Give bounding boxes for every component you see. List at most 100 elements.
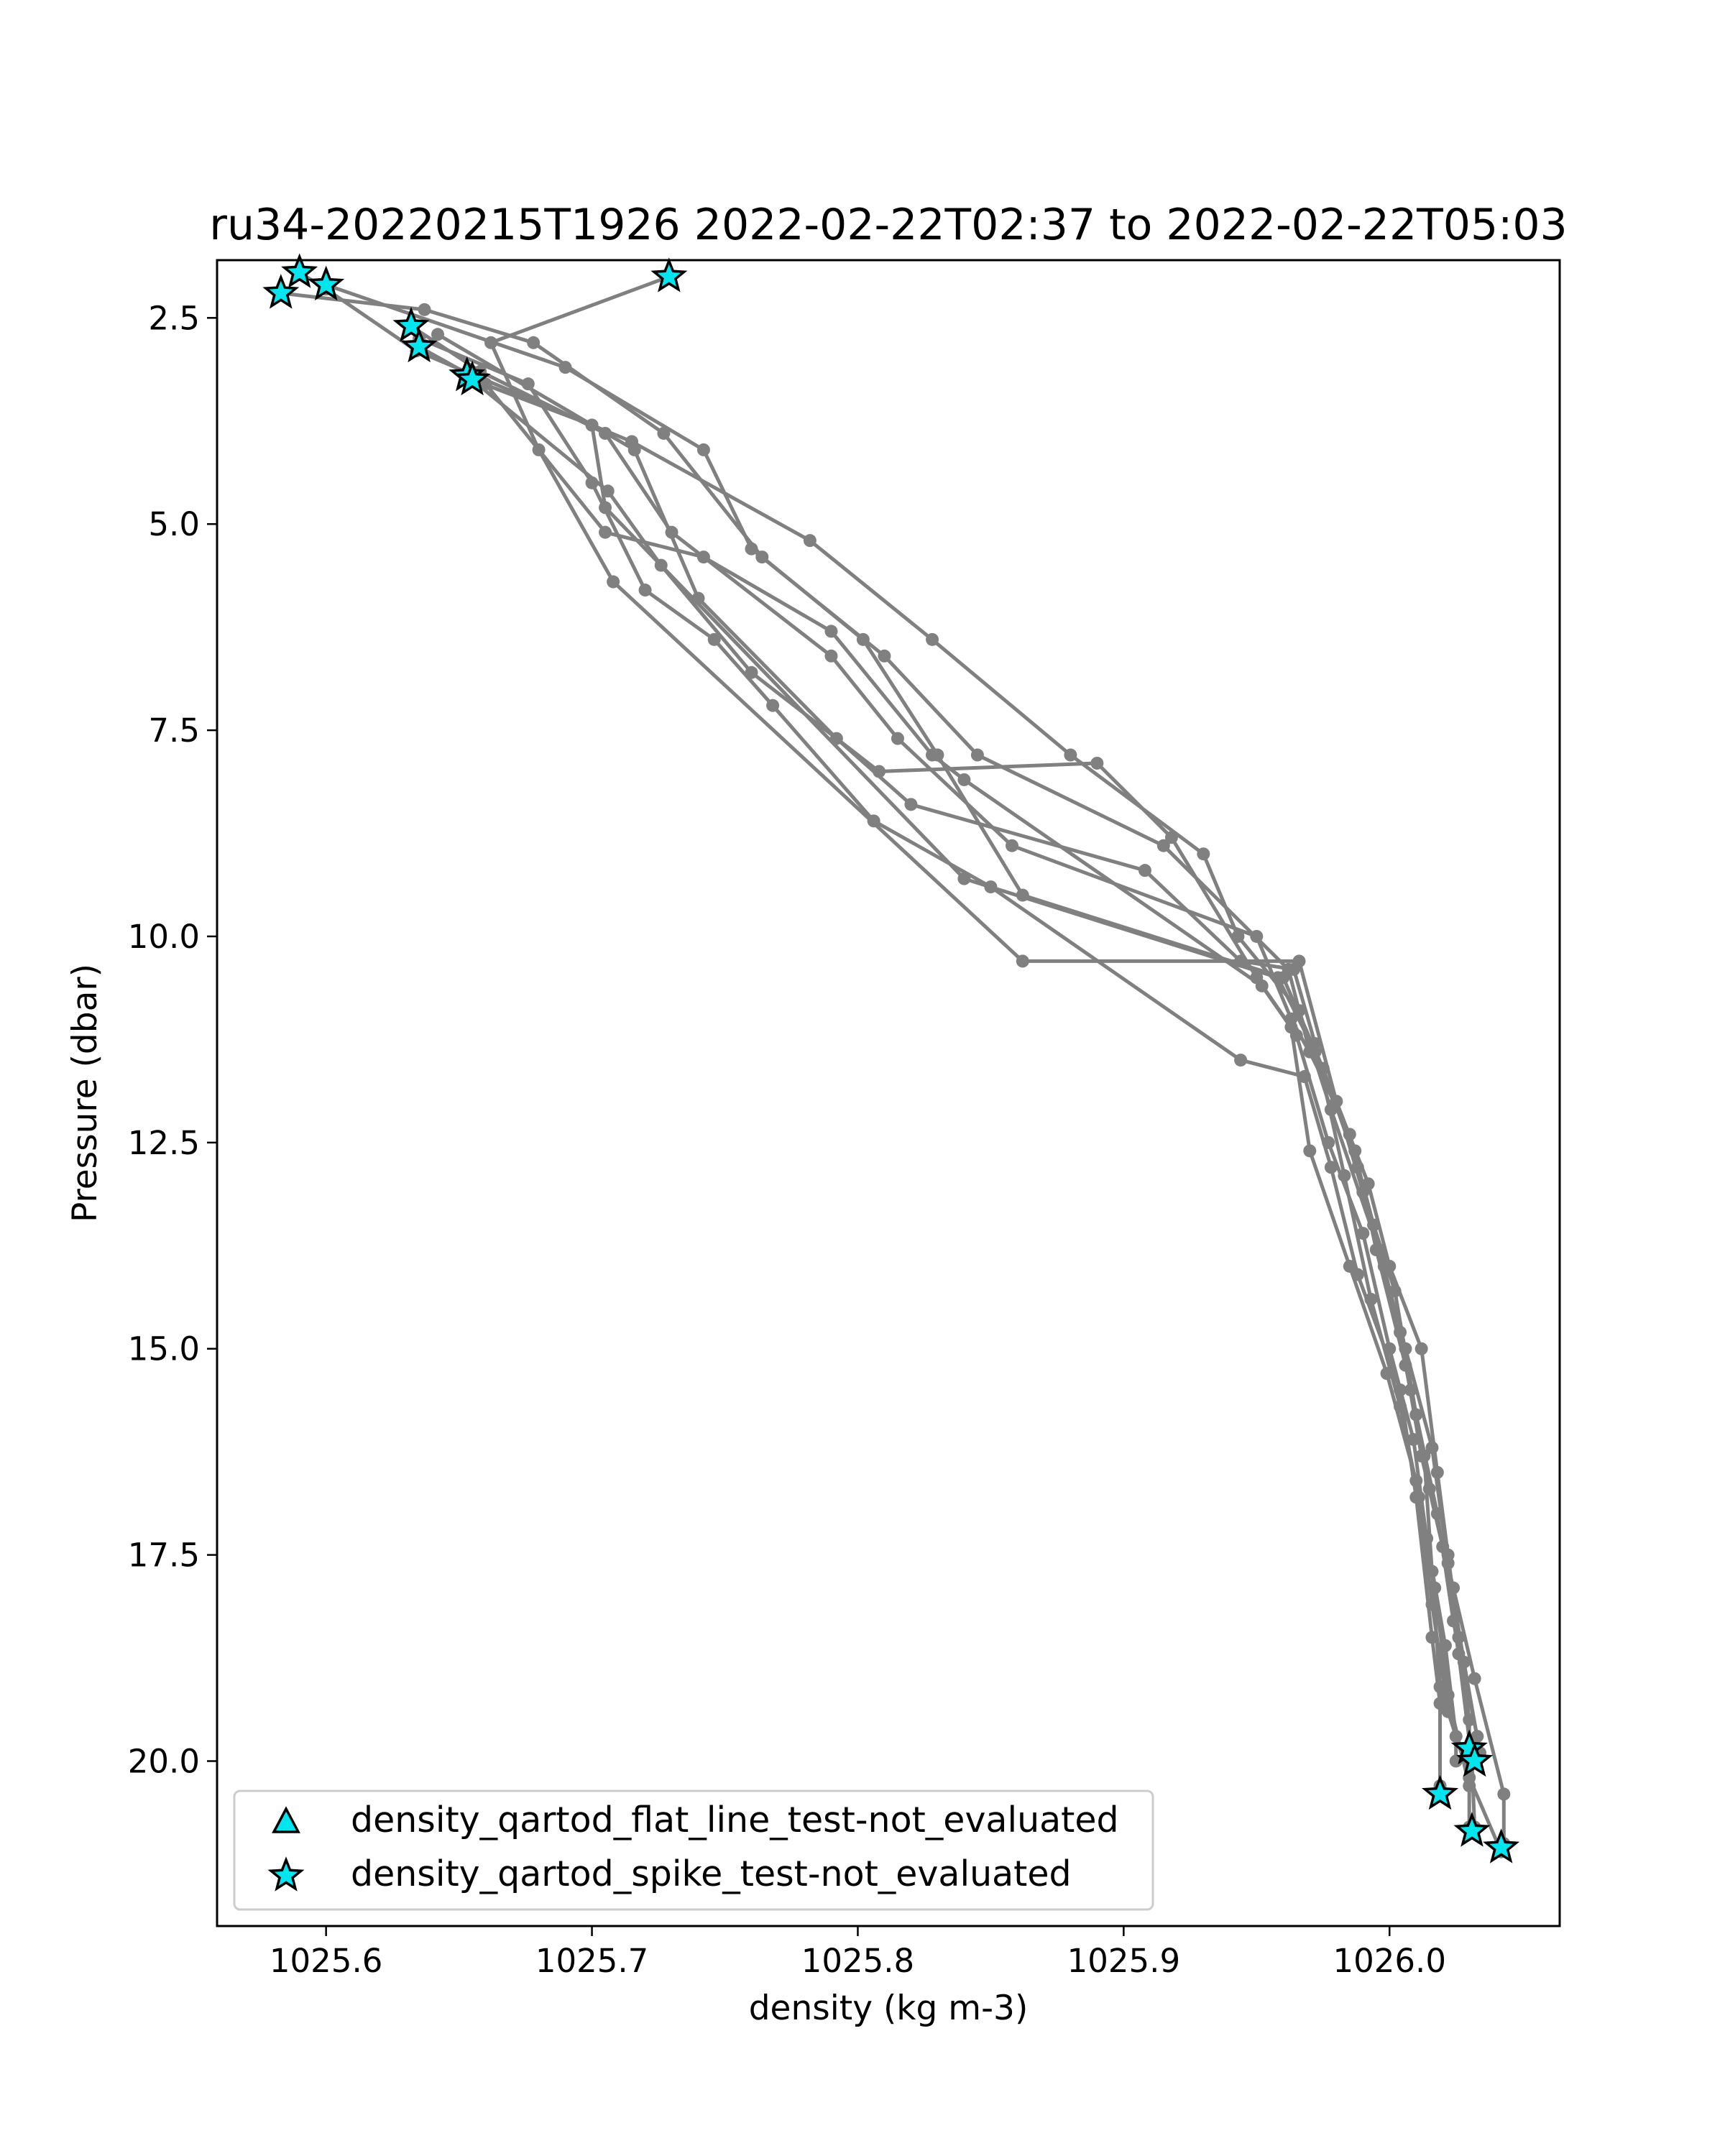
spike-test-flag-star (262, 274, 300, 309)
profile-point (1425, 1631, 1439, 1644)
x-tick-label: 1026.0 (1333, 1942, 1446, 1980)
y-tick-label: 10.0 (128, 918, 200, 956)
profile-5 (405, 319, 1484, 1760)
profile-point (904, 798, 918, 811)
y-tick-label: 7.5 (148, 711, 200, 750)
legend: density_qartod_flat_line_test-not_evalua… (233, 1789, 1154, 1911)
profile-point (627, 443, 641, 456)
profile-4 (319, 278, 1481, 1834)
spike-test-flag-star (1483, 1828, 1520, 1864)
profile-point (1425, 1441, 1439, 1455)
profile-point (766, 699, 780, 712)
profile-point (1303, 1144, 1317, 1158)
legend-entry-flat-line: density_qartod_flat_line_test-not_evalua… (351, 1800, 1119, 1841)
profile-point (891, 732, 904, 745)
profile-line-8 (466, 374, 1471, 1828)
profile-point (707, 632, 721, 646)
profile-point (970, 748, 984, 762)
axes-frame (216, 259, 1561, 1927)
y-axis: 2.5 5.0 7.5 10.0 12.5 15.0 17.5 20.0 (128, 299, 217, 1780)
x-axis: 1025.6 1025.7 1025.8 1025.9 1026.0 (270, 1926, 1446, 1980)
profile-point (1284, 1021, 1298, 1034)
spike-test-flag-star (1453, 1812, 1491, 1847)
profile-point (926, 748, 939, 762)
profile-point (1090, 756, 1104, 770)
profile-point (601, 484, 615, 498)
profile-point (829, 732, 843, 745)
profile-point (803, 534, 816, 548)
profile-point (1234, 1054, 1248, 1067)
profile-point (1372, 1243, 1386, 1257)
profile-point (1292, 1004, 1306, 1018)
profile-point (878, 649, 891, 663)
spike-test-flag-star (392, 307, 430, 342)
profile-line-6 (418, 345, 1458, 1761)
profile-point (1164, 831, 1178, 844)
profile-line-7 (472, 378, 1482, 1754)
profile-point (527, 336, 540, 349)
profile-point (1409, 1491, 1423, 1504)
profile-point (1343, 1259, 1356, 1273)
profile-point (1457, 1655, 1471, 1669)
profile-point (1407, 1432, 1420, 1446)
profile-point (691, 591, 705, 605)
profile-point (558, 361, 572, 374)
y-tick-label: 2.5 (148, 299, 200, 337)
spike-test-flag-star (400, 327, 438, 363)
y-tick-label: 15.0 (128, 1330, 200, 1368)
y-tick-label: 12.5 (128, 1124, 200, 1162)
profile-point (1409, 1408, 1423, 1422)
legend-star-marker (267, 1856, 305, 1892)
profile-point (824, 625, 838, 638)
profile-3 (274, 286, 1511, 1851)
profile-point (585, 476, 599, 489)
profile-point (1399, 1342, 1412, 1355)
profile-point (1356, 1227, 1370, 1240)
x-tick-label: 1025.9 (1067, 1942, 1180, 1980)
profile-point (696, 443, 710, 456)
profile-point (867, 814, 880, 828)
profile-point (1006, 839, 1019, 852)
profile-point (1338, 1169, 1351, 1182)
x-tick-label: 1025.8 (801, 1942, 914, 1980)
profile-point (1441, 1557, 1455, 1570)
profile-point (1394, 1383, 1407, 1397)
x-tick-label: 1025.7 (535, 1942, 648, 1980)
profile-point (1250, 929, 1264, 943)
y-tick-label: 20.0 (128, 1742, 200, 1780)
profile-line-1 (489, 275, 1471, 1749)
profile-point (1197, 847, 1210, 861)
spike-test-flag-star (308, 265, 345, 301)
legend-triangle-marker (272, 1806, 300, 1833)
profile-point (1324, 1161, 1338, 1174)
profile-point (431, 328, 445, 341)
profile-point (1016, 954, 1029, 968)
profile-point (824, 649, 838, 663)
profile-point (1138, 864, 1151, 877)
y-tick-label: 5.0 (148, 505, 200, 543)
profile-point (745, 542, 758, 556)
chart-title: ru34-20220215T1926 2022-02-22T02:37 to 2… (209, 200, 1567, 250)
profile-point (1351, 1268, 1364, 1281)
y-tick-label: 17.5 (128, 1537, 200, 1575)
profile-point (657, 426, 671, 440)
profile-point (1297, 1070, 1311, 1084)
profile-point (926, 632, 939, 646)
plot-area (262, 253, 1520, 1864)
profile-point (696, 550, 710, 564)
x-axis-label: density (kg m-3) (749, 1989, 1029, 2028)
profile-point (1287, 962, 1301, 976)
profile-point (599, 525, 612, 539)
spike-test-flag-star (281, 253, 318, 288)
profile-point (984, 880, 998, 894)
profile-1 (484, 270, 1476, 1756)
profile-point (1468, 1672, 1481, 1685)
legend-entry-spike: density_qartod_spike_test-not_evaluated (351, 1853, 1072, 1894)
spike-test-flag-star (1456, 1741, 1494, 1777)
legend-star-shape (267, 1856, 305, 1892)
profile-point (1308, 1037, 1322, 1051)
spike-test-flag-star (1422, 1774, 1459, 1810)
profile-point (1234, 954, 1248, 968)
profile-point (1414, 1342, 1428, 1355)
